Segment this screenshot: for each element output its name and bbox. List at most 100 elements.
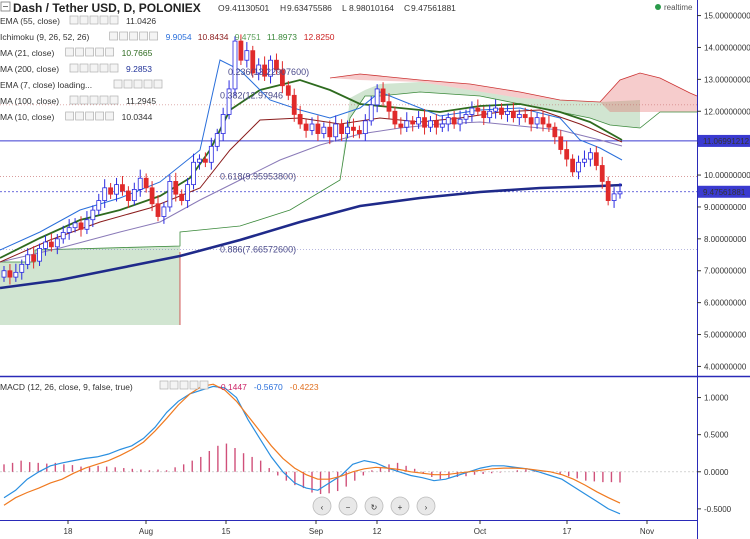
realtime-label: realtime [664,3,693,12]
fib-label: 0.618(9.95953800) [220,171,296,181]
source-icon[interactable] [89,15,99,25]
chart-navigation: ‹ − ↻ + › [312,496,436,516]
settings-icon[interactable] [169,380,179,390]
macd-legend[interactable]: MACD (12, 26, close, 9, false, true) -0.1… [0,380,319,392]
candle-body [587,152,593,160]
candle-body [374,88,380,106]
eye-icon[interactable] [69,63,79,73]
price-tick-label: 12.00000000 [704,107,750,116]
source-icon[interactable] [85,111,94,121]
remove-icon[interactable] [109,95,119,105]
eye-icon[interactable] [65,47,74,57]
source-icon[interactable] [179,380,189,390]
remove-icon[interactable] [109,63,119,73]
reset-button-bg[interactable] [364,496,384,516]
scroll-left-button-bg[interactable] [312,496,332,516]
source-icon[interactable] [133,79,143,89]
more-icon[interactable] [99,15,109,25]
candle-body [238,40,244,61]
more-icon[interactable] [99,63,109,73]
candle [351,118,356,138]
price-badge [698,185,750,198]
signal-line [3,383,621,506]
time-tick-label: Nov [640,527,654,536]
price-tick-label: 7.00000000 [704,267,747,276]
scroll-right-button[interactable]: › [416,496,436,516]
source-icon[interactable] [85,47,94,57]
more-icon[interactable] [95,111,104,121]
source-icon[interactable] [129,31,138,41]
source-icon[interactable] [89,95,99,105]
indicator-row[interactable]: MA (21, close) 10.7665 [0,47,153,58]
reset-button[interactable]: ↻ [364,496,384,516]
settings-icon[interactable] [119,31,128,41]
remove-icon[interactable] [105,111,114,121]
candle [493,99,499,119]
settings-icon[interactable] [123,79,133,89]
eye-icon[interactable] [109,31,118,41]
indicator-row[interactable]: EMA (55, close) 11.0426 [0,15,156,26]
settings-icon[interactable] [75,111,84,121]
candle-body [481,110,487,119]
indicator-label: EMA (7, close) loading... [0,80,92,90]
candle-body [48,241,54,248]
settings-icon[interactable] [79,95,89,105]
remove-icon[interactable] [149,31,158,41]
indicator-row[interactable]: EMA (7, close) loading... [0,79,163,90]
candle-body [392,110,398,125]
indicator-label: MA (200, close) [0,64,59,74]
macd-value: -0.1447 [218,382,247,392]
remove-icon[interactable] [153,79,163,89]
settings-icon[interactable] [79,15,89,25]
zoom-in-button-bg[interactable] [390,496,410,516]
zoom-out-button-bg[interactable] [338,496,358,516]
remove-icon[interactable] [105,47,114,57]
more-icon[interactable] [143,79,153,89]
candle [297,105,303,129]
settings-icon[interactable] [79,63,89,73]
more-icon[interactable] [95,47,104,57]
indicator-row[interactable]: MA (10, close) 10.0344 [0,111,153,122]
scroll-left-button[interactable]: ‹ [312,496,332,516]
indicator-value: 10.7665 [122,48,153,58]
settings-icon[interactable] [75,47,84,57]
candle-body [1,270,7,278]
indicator-row[interactable]: MA (100, close) 11.2945 [0,95,156,106]
candle [114,177,119,202]
remove-icon[interactable] [109,15,119,25]
candle-body [191,161,196,186]
more-icon[interactable] [139,31,148,41]
eye-icon[interactable] [113,79,123,89]
candle-body [60,232,66,240]
candle-body [463,114,469,120]
indicator-row[interactable]: Ichimoku (9, 26, 52, 26) 9.9054 10.8434 9.4… [0,31,335,42]
candle-body [125,190,131,201]
zoom-out-button[interactable]: − [338,496,358,516]
candle [149,181,155,212]
scroll-right-button-bg[interactable] [416,496,436,516]
more-icon[interactable] [99,95,109,105]
candle-body [43,241,48,249]
candle [137,169,143,197]
candle-body [339,123,345,134]
zoom-in-button[interactable]: + [390,496,410,516]
remove-icon[interactable] [199,380,209,390]
candle [197,154,202,170]
candle-body [582,158,587,163]
candle-body [333,123,339,138]
candle [173,172,179,202]
candle-body [564,149,570,160]
macd-pane [0,383,697,515]
candle [457,110,463,132]
candle [416,110,422,129]
eye-icon[interactable] [65,111,74,121]
eye-icon[interactable] [159,380,169,390]
indicator-row[interactable]: MA (200, close) 9.2853 [0,63,152,74]
source-icon[interactable] [89,63,99,73]
eye-icon[interactable] [69,15,79,25]
candle [499,103,504,120]
eye-icon[interactable] [69,95,79,105]
candle-body [546,123,552,128]
more-icon[interactable] [189,380,199,390]
